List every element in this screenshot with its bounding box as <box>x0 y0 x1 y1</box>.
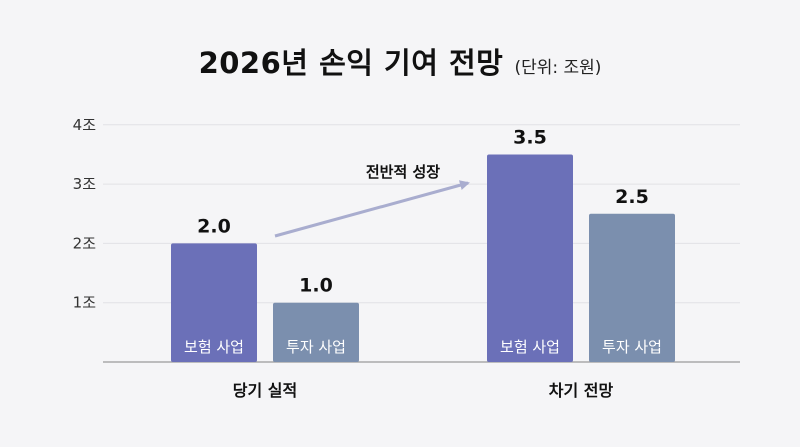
bar-series-label: 투자 사업 <box>602 338 662 356</box>
bar-value-label: 3.5 <box>513 126 547 148</box>
x-category-label: 차기 전망 <box>549 381 614 400</box>
y-tick-label: 4조 <box>73 116 97 134</box>
bar <box>589 213 675 362</box>
y-tick-label: 2조 <box>73 234 97 252</box>
bar <box>273 302 359 362</box>
unit-note: (단위: 조원) <box>514 58 602 78</box>
bar-value-label: 2.5 <box>615 186 649 208</box>
y-tick-label: 3조 <box>73 175 97 193</box>
bar-series-label: 보험 사업 <box>500 338 560 356</box>
bar-value-label: 2.0 <box>197 215 231 237</box>
annotation-arrow <box>274 180 470 238</box>
x-category-label: 당기 실적 <box>233 381 297 400</box>
bar-series-label: 투자 사업 <box>286 338 346 356</box>
chart-title: 2026년 손익 기여 전망 <box>198 46 504 80</box>
bar-series-label: 보험 사업 <box>184 338 244 356</box>
chart-title-row: 2026년 손익 기여 전망 (단위: 조원) <box>0 40 800 82</box>
y-tick-label: 1조 <box>73 294 97 312</box>
bar-value-label: 1.0 <box>299 275 333 297</box>
bar <box>487 154 573 362</box>
bar <box>171 243 257 362</box>
annotation-text: 전반적 성장 <box>366 163 440 181</box>
